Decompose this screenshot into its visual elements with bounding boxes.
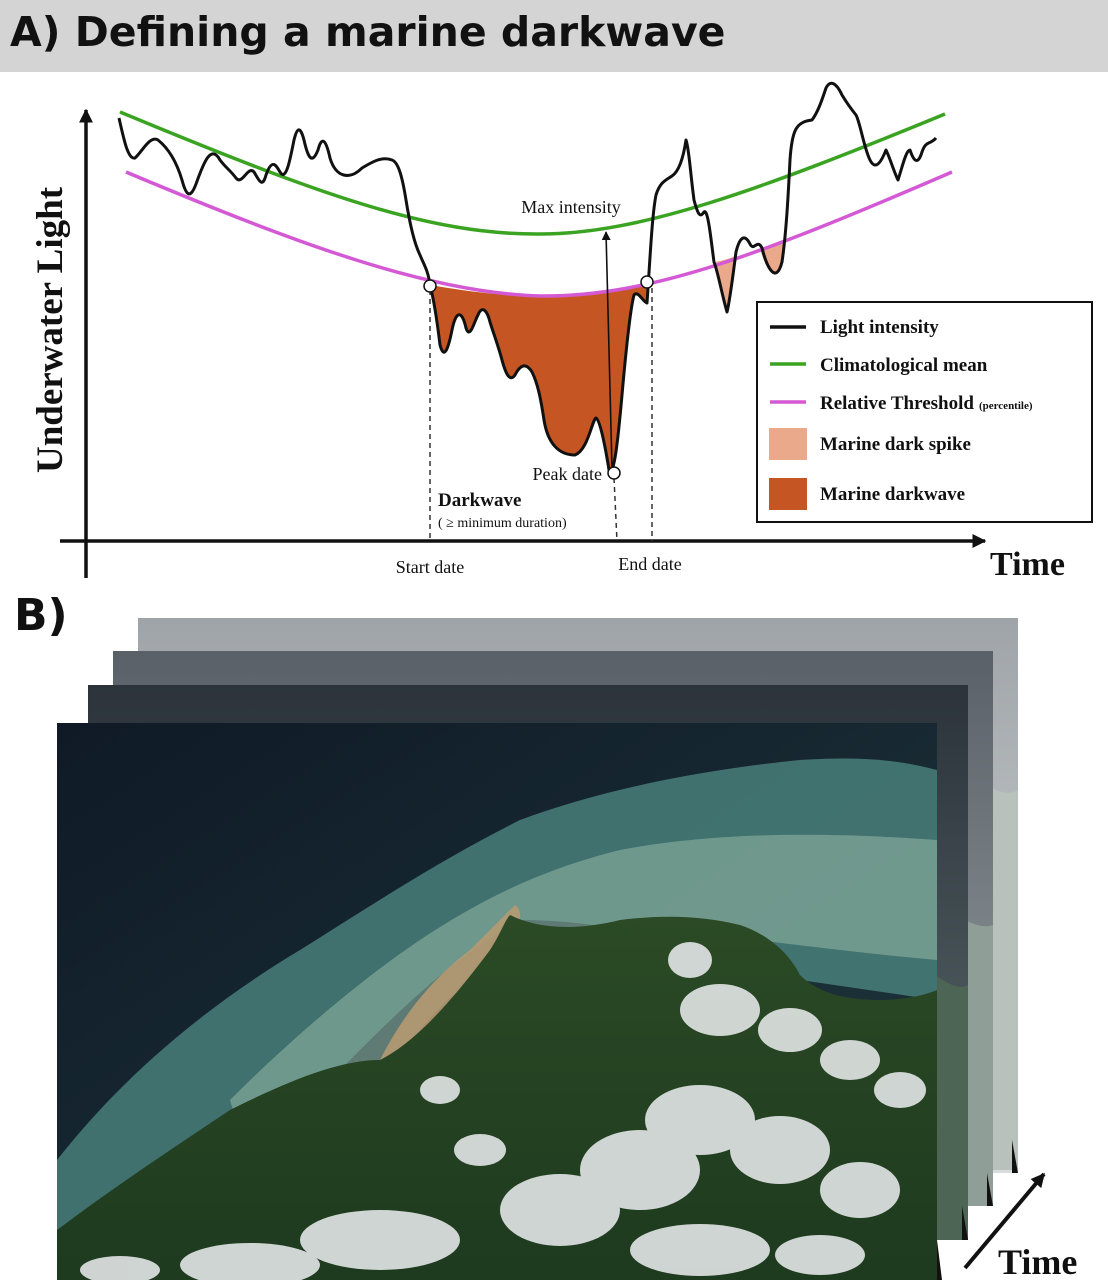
marine-darkwave-area <box>430 284 647 472</box>
frame-1-coast <box>935 975 968 1240</box>
legend-threshold-text: Relative Threshold (percentile) <box>820 393 1033 414</box>
x-axis-label: Time <box>990 546 1065 583</box>
y-axis-label: Underwater Light <box>30 186 71 473</box>
legend-threshold-label: Relative Threshold <box>820 393 974 414</box>
legend-threshold-note: (percentile) <box>979 400 1033 412</box>
frame-corner-shadow <box>962 1206 968 1240</box>
legend-dark-spike-swatch <box>769 428 807 460</box>
legend-darkwave-label: Marine darkwave <box>820 484 965 505</box>
end-date-marker <box>640 275 654 289</box>
peak-date-marker <box>607 466 621 480</box>
sediment-plume-light <box>230 834 937 1200</box>
max-intensity-label: Max intensity <box>521 197 621 217</box>
time-arrow-b <box>963 1172 1046 1270</box>
peak-date-guide <box>613 477 618 542</box>
legend-mean-label: Climatological mean <box>820 355 988 376</box>
start-date-marker <box>423 279 437 293</box>
panel-a-title-bar: A) Defining a marine darkwave <box>0 0 1108 72</box>
relative-threshold-line <box>125 170 953 298</box>
start-date-label: Start date <box>396 557 464 577</box>
end-date-label: End date <box>618 554 681 574</box>
legend-dark-spike-label: Marine dark spike <box>820 434 971 455</box>
satellite-image-front <box>57 723 937 1280</box>
max-intensity-arrow <box>601 231 613 469</box>
panel-b-label: B) <box>14 590 68 641</box>
light-intensity-line <box>117 81 938 473</box>
time-label-b: Time <box>998 1242 1077 1280</box>
cloud-cover <box>80 942 926 1280</box>
peak-date-label: Peak date <box>533 464 602 484</box>
marine-dark-spike-area <box>714 256 735 312</box>
darkwave-duration-note: ( ≥ minimum duration) <box>438 516 567 531</box>
climatological-mean-line <box>119 110 946 236</box>
legend-box <box>756 301 1093 523</box>
frame-corner-shadow <box>1012 1140 1018 1173</box>
legend-darkwave-swatch <box>769 478 807 510</box>
darkwave-label: Darkwave <box>438 490 521 511</box>
legend: Light intensity Climatological mean Rela… <box>756 301 1093 523</box>
frame-corner-shadow <box>937 1240 942 1280</box>
frame-corner-shadow <box>987 1173 993 1206</box>
brown-river-discharge <box>380 905 521 1060</box>
panel-a-title: A) Defining a marine darkwave <box>10 8 726 56</box>
legend-light-label: Light intensity <box>820 317 939 338</box>
